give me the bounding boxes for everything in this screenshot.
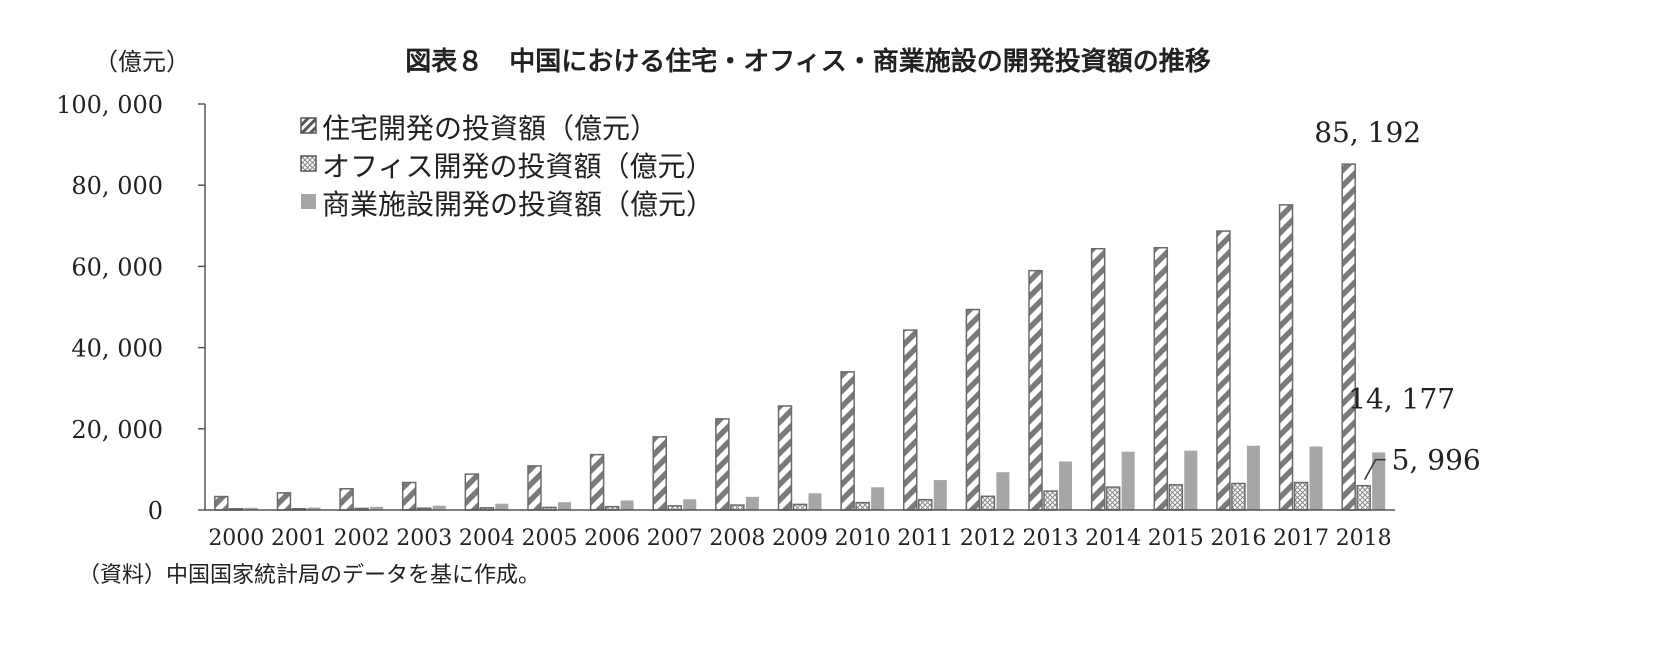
bar-crosshatch-2016 — [1231, 482, 1246, 511]
x-tick-label: 2007 — [647, 526, 703, 551]
bar-solid-2013 — [1059, 461, 1073, 510]
y-tick-label: 20, 000 — [71, 416, 163, 444]
legend-swatch-diagonal-stripes — [300, 117, 317, 134]
bar-solid-2011 — [933, 480, 947, 510]
y-tick-label: 0 — [148, 497, 163, 525]
bar-diagonal-stripes-2006 — [589, 453, 605, 511]
x-tick-label: 2009 — [772, 526, 828, 551]
bar-crosshatch-2011 — [918, 498, 933, 511]
y-tick-label: 100, 000 — [56, 91, 163, 119]
bar-diagonal-stripes-2016 — [1216, 230, 1231, 511]
bar-diagonal-stripes-2014 — [1090, 247, 1106, 511]
bar-crosshatch-2017 — [1293, 481, 1309, 511]
bar-crosshatch-2009 — [792, 503, 808, 511]
legend-label: オフィス開発の投資額（億元） — [322, 150, 713, 183]
x-tick-label: 2006 — [584, 526, 640, 551]
bar-crosshatch-2010 — [855, 501, 870, 511]
bar-solid-2006 — [620, 500, 634, 510]
bar-diagonal-stripes-2007 — [652, 436, 667, 511]
legend-swatch-crosshatch — [300, 155, 317, 172]
y-axis: 0 20, 000 40, 000 60, 000 80, 000 100, 000 — [56, 91, 206, 525]
x-tick-label: 2016 — [1210, 526, 1266, 551]
bar-diagonal-stripes-2009 — [777, 405, 793, 511]
x-tick-label: 2001 — [271, 526, 327, 551]
bars — [214, 163, 1386, 511]
x-tick-label: 2018 — [1336, 526, 1392, 551]
x-tick-label: 2005 — [521, 526, 577, 551]
x-tick-label: 2011 — [897, 526, 953, 551]
legend: 住宅開発の投資額（億元） オフィス開発の投資額（億元） 商業施設開発の投資額（億元） — [300, 112, 714, 221]
x-tick-label: 2013 — [1023, 526, 1079, 551]
bar-solid-2016 — [1246, 445, 1260, 510]
bar-diagonal-stripes-2017 — [1278, 204, 1294, 511]
leader-line-office-2018 — [1364, 458, 1386, 481]
bar-diagonal-stripes-2000 — [214, 495, 229, 511]
chart-title: 図表８ 中国における住宅・オフィス・商業施設の開発投資額の推移 — [405, 46, 1210, 77]
legend-label: 住宅開発の投資額（億元） — [322, 112, 658, 145]
bar-diagonal-stripes-2001 — [276, 492, 292, 511]
y-tick-label: 40, 000 — [71, 335, 163, 363]
y-axis-unit-label: （億元） — [94, 48, 190, 76]
bar-solid-2000 — [244, 507, 258, 510]
x-tick-label: 2002 — [334, 526, 390, 551]
bar-diagonal-stripes-2012 — [965, 308, 981, 511]
x-tick-label: 2008 — [709, 526, 765, 551]
x-tick-label: 2003 — [396, 526, 452, 551]
bar-diagonal-stripes-2008 — [715, 418, 730, 511]
bar-crosshatch-2012 — [980, 495, 996, 511]
annotations: 85, 192 14, 177 5, 996 — [1314, 116, 1481, 481]
bar-solid-2008 — [745, 496, 759, 510]
bar-diagonal-stripes-2011 — [903, 329, 918, 511]
bar-solid-2012 — [996, 472, 1010, 510]
x-tick-label: 2010 — [835, 526, 891, 551]
x-tick-label: 2017 — [1273, 526, 1329, 551]
bar-solid-2007 — [683, 499, 697, 510]
y-tick-label: 80, 000 — [71, 172, 163, 200]
bar-solid-2001 — [307, 507, 321, 510]
bar-diagonal-stripes-2004 — [464, 473, 480, 511]
legend-label: 商業施設開発の投資額（億元） — [322, 188, 714, 221]
bar-solid-2018 — [1372, 452, 1386, 510]
legend-swatch-solid — [301, 194, 316, 209]
bar-diagonal-stripes-2013 — [1028, 269, 1043, 511]
y-tick-label: 60, 000 — [71, 253, 163, 281]
bar-crosshatch-2013 — [1043, 490, 1058, 511]
bar-solid-2004 — [495, 503, 509, 510]
bar-solid-2017 — [1309, 446, 1323, 510]
x-tick-label: 2012 — [960, 526, 1016, 551]
bar-crosshatch-2014 — [1105, 486, 1121, 511]
bar-solid-2014 — [1121, 451, 1135, 510]
x-tick-label: 2015 — [1148, 526, 1204, 551]
bar-diagonal-stripes-2003 — [401, 481, 417, 511]
bar-crosshatch-2018 — [1356, 484, 1371, 511]
data-label-commercial-2018: 14, 177 — [1348, 382, 1455, 415]
bar-diagonal-stripes-2015 — [1153, 246, 1169, 511]
source-note: （資料）中国国家統計局のデータを基に作成。 — [78, 563, 540, 588]
bar-solid-2003 — [432, 505, 446, 510]
bar-solid-2009 — [808, 493, 822, 510]
data-label-residential-2018: 85, 192 — [1314, 116, 1421, 149]
bar-solid-2002 — [370, 506, 384, 510]
bar-crosshatch-2015 — [1168, 484, 1184, 511]
bar-solid-2015 — [1184, 450, 1198, 510]
data-label-office-2018: 5, 996 — [1392, 444, 1481, 477]
bar-diagonal-stripes-2010 — [840, 371, 855, 511]
x-tick-label: 2000 — [208, 526, 264, 551]
bar-solid-2010 — [871, 487, 885, 510]
x-tick-label: 2004 — [459, 526, 515, 551]
bar-diagonal-stripes-2018 — [1341, 163, 1356, 511]
bar-diagonal-stripes-2005 — [527, 465, 542, 511]
bar-solid-2005 — [557, 502, 571, 510]
x-axis: 2000 2001 2002 2003 2004 2005 2006 2007 2008 2009… — [205, 509, 1395, 551]
bar-diagonal-stripes-2002 — [339, 488, 354, 511]
x-tick-label: 2014 — [1085, 526, 1141, 551]
